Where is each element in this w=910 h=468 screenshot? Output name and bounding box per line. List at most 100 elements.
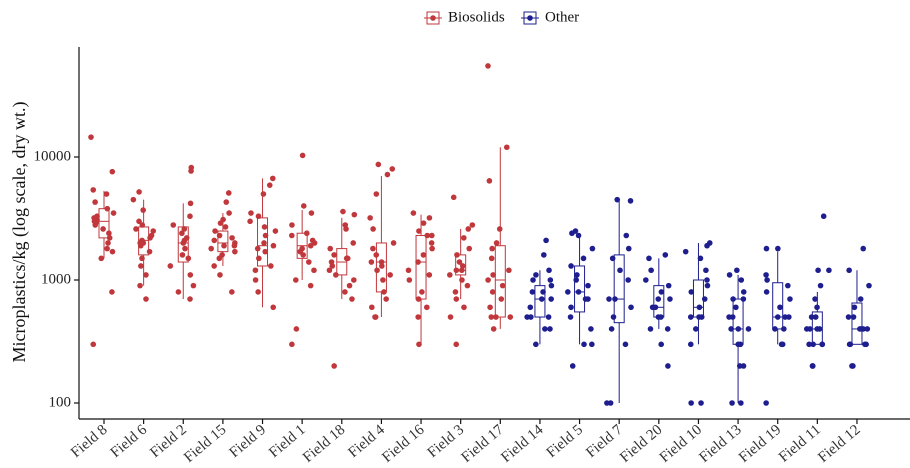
boxplot: [534, 270, 546, 345]
data-point: [764, 277, 770, 283]
data-point: [311, 267, 317, 274]
data-point: [187, 200, 194, 207]
data-point: [187, 213, 193, 220]
data-point: [726, 314, 732, 320]
data-point: [307, 282, 314, 289]
data-point: [380, 277, 386, 283]
data-point: [453, 296, 460, 302]
data-point: [658, 341, 664, 348]
data-point: [493, 314, 499, 320]
data-point: [390, 240, 397, 246]
data-point: [229, 289, 235, 295]
data-point: [648, 267, 654, 274]
data-point: [343, 226, 349, 232]
data-point: [143, 296, 149, 302]
data-point: [777, 304, 783, 311]
data-point: [459, 263, 466, 269]
data-point: [225, 190, 232, 196]
data-point: [461, 235, 467, 241]
legend: Biosolids Other: [424, 9, 579, 25]
data-point: [261, 240, 267, 246]
data-point: [261, 224, 268, 230]
data-point: [738, 277, 745, 283]
data-point: [614, 196, 621, 203]
data-point: [136, 218, 142, 225]
data-point: [269, 175, 276, 182]
data-point: [208, 245, 214, 252]
x-tick-label: Field 11: [776, 422, 824, 466]
x-tick-label: Field 5: [544, 422, 587, 461]
data-point: [772, 326, 778, 332]
data-point: [461, 304, 467, 311]
data-point: [704, 242, 710, 249]
y-axis-title: Microplastics/kg (log scale, dry wt.): [9, 102, 30, 363]
data-point: [299, 152, 306, 159]
data-point: [581, 341, 587, 348]
data-point: [344, 255, 351, 262]
data-point: [568, 304, 574, 311]
data-point: [387, 272, 393, 278]
data-point: [133, 226, 139, 232]
data-point: [778, 341, 785, 348]
data-point: [292, 277, 299, 283]
data-point: [850, 314, 857, 320]
data-point: [300, 203, 307, 209]
data-point: [485, 277, 491, 283]
data-point: [580, 255, 587, 262]
data-point: [860, 245, 867, 252]
data-point: [175, 289, 182, 295]
legend-key: Other: [521, 9, 579, 25]
data-point: [589, 245, 596, 252]
data-point: [426, 272, 433, 278]
data-point: [150, 228, 157, 234]
data-point: [456, 259, 463, 265]
data-point: [565, 289, 571, 295]
x-tick-label: Field 20: [617, 422, 665, 466]
data-point: [489, 289, 496, 295]
data-point: [665, 282, 672, 289]
data-point: [582, 296, 589, 302]
data-point: [733, 304, 739, 311]
data-point: [416, 341, 422, 348]
data-point: [375, 161, 382, 168]
data-point: [498, 296, 505, 302]
data-point: [489, 245, 495, 252]
data-point: [740, 363, 747, 369]
data-point: [92, 199, 98, 205]
data-point: [575, 289, 582, 295]
data-point: [697, 255, 704, 262]
data-points: [88, 63, 872, 406]
boxplot: [257, 178, 269, 308]
data-point: [503, 144, 510, 151]
data-point: [289, 341, 295, 348]
data-point: [98, 255, 105, 262]
data-point: [100, 226, 106, 232]
data-point: [211, 237, 218, 244]
data-point: [573, 277, 579, 283]
data-point: [499, 282, 506, 289]
data-point: [232, 248, 238, 255]
data-point: [845, 314, 852, 320]
data-point: [774, 314, 781, 320]
data-point: [406, 277, 413, 283]
data-point: [373, 191, 380, 197]
y-tick-label: 1000: [41, 271, 71, 287]
data-point: [88, 134, 94, 140]
data-point: [687, 314, 694, 320]
x-tick-label: Field 13: [696, 422, 744, 466]
data-point: [374, 267, 380, 274]
data-point: [533, 272, 539, 278]
data-point: [585, 282, 591, 289]
legend-point-icon: [527, 15, 533, 21]
data-point: [604, 400, 610, 406]
data-point: [763, 289, 770, 295]
data-point: [488, 255, 495, 262]
data-point: [367, 215, 373, 221]
data-point: [826, 267, 832, 274]
box-iqr: [613, 254, 625, 324]
data-point: [527, 304, 534, 311]
data-point: [221, 242, 227, 249]
data-point: [187, 296, 193, 302]
data-point: [170, 222, 177, 228]
data-point: [612, 296, 618, 302]
